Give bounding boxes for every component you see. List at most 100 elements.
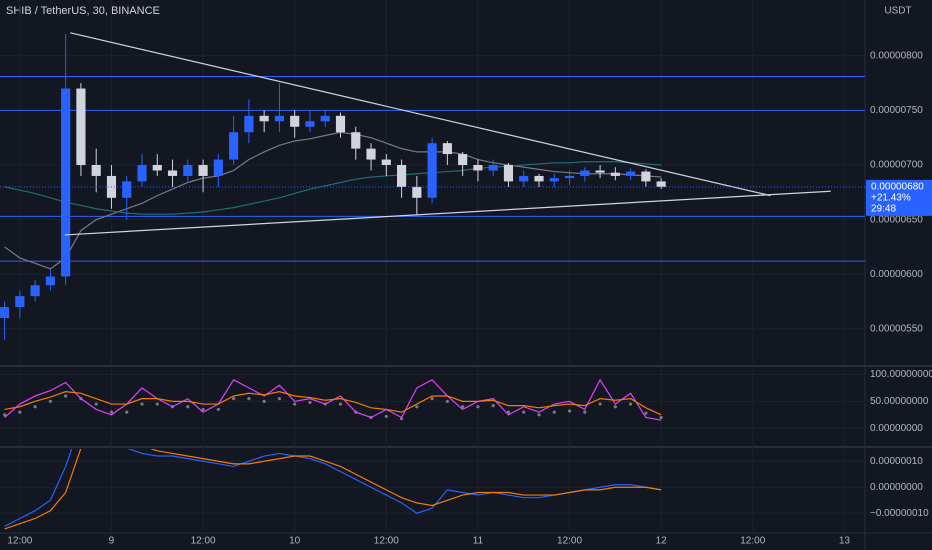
candle-body	[351, 132, 361, 149]
indicator-line	[4, 131, 662, 270]
trend-line	[64, 190, 831, 236]
indicator-dot	[109, 410, 114, 414]
pane	[0, 32, 865, 340]
candle-body	[15, 296, 25, 308]
x-tick-label: 12:00	[740, 536, 765, 547]
candle-body	[167, 170, 178, 176]
indicator-dot	[48, 399, 52, 403]
candle-body	[412, 186, 422, 198]
chart-title: SHIB / TetherUS, 30, BINANCE	[6, 5, 160, 17]
y-tick-label: 0.00000800	[870, 50, 923, 61]
indicator-dot	[583, 410, 587, 414]
candle-body	[0, 307, 10, 319]
candle-body	[396, 165, 407, 187]
indicator-dot	[247, 397, 251, 401]
indicator-dot	[629, 402, 633, 406]
candle-body	[458, 154, 468, 166]
y-tick-label: 50.00000000	[870, 396, 929, 407]
indicator-dot	[94, 402, 98, 406]
candle-body	[137, 165, 147, 182]
indicator-dot	[476, 405, 480, 409]
candle-body	[320, 115, 330, 122]
x-tick-label: 12:00	[557, 536, 582, 547]
indicator-line	[4, 161, 662, 215]
x-tick-label: 12	[656, 536, 668, 547]
indicator-dot	[537, 413, 541, 417]
candle-body	[427, 143, 437, 198]
indicator-dot	[2, 413, 7, 417]
indicator-dot	[201, 407, 205, 412]
indicator-line	[4, 391, 662, 416]
candle-body	[30, 285, 40, 297]
candle-body	[290, 115, 300, 127]
candle-body	[534, 175, 544, 182]
candle-body	[76, 88, 86, 166]
candle-body	[595, 170, 605, 173]
y-tick-label: 0.00000000	[870, 482, 923, 493]
indicator-dot	[338, 402, 343, 406]
x-tick-label: 12:00	[374, 536, 399, 547]
candle-body	[519, 175, 529, 182]
currency-label: USDT	[884, 6, 911, 17]
x-tick-label: 11	[473, 536, 484, 547]
candle-body	[473, 165, 483, 171]
pane	[2, 378, 663, 421]
candle-body	[381, 159, 391, 166]
indicator-dot	[308, 400, 312, 405]
indicator-dot	[430, 397, 434, 401]
indicator-dot	[522, 410, 526, 414]
y-tick-label: 0.00000700	[870, 160, 923, 171]
candle-body	[229, 132, 239, 160]
x-tick-label: 12:00	[191, 536, 216, 547]
candle-body	[626, 171, 636, 176]
candle-body	[549, 178, 559, 182]
y-tick-label: −0.00000010	[870, 508, 929, 519]
x-tick-label: 9	[109, 536, 115, 547]
indicator-dot	[33, 405, 37, 409]
y-tick-label: 0.00000010	[870, 456, 923, 467]
candle-body	[122, 181, 132, 198]
indicator-dot	[506, 410, 511, 414]
indicator-dot	[277, 397, 282, 401]
candle-body	[610, 172, 620, 176]
candle-body	[259, 115, 269, 122]
y-tick-label: 0.00000750	[870, 105, 923, 116]
indicator-line	[4, 449, 662, 530]
candle-body	[580, 170, 590, 176]
indicator-dot	[552, 410, 556, 414]
indicator-dot	[216, 407, 220, 412]
candle-body	[91, 165, 101, 176]
indicator-dot	[125, 410, 129, 414]
indicator-dot	[567, 409, 572, 413]
indicator-dot	[644, 411, 648, 415]
indicator-dot	[262, 399, 266, 403]
candle-body	[564, 175, 575, 179]
candle-body	[305, 121, 315, 127]
indicator-dot	[491, 404, 495, 408]
candle-body	[198, 165, 208, 176]
indicator-dot	[18, 410, 22, 414]
y-tick-label: 0.00000600	[870, 269, 923, 280]
indicator-dot	[64, 394, 68, 398]
candle-body	[335, 115, 346, 133]
indicator-dot	[415, 405, 419, 409]
candle-body	[61, 88, 71, 277]
indicator-dot	[598, 402, 602, 406]
candle-body	[488, 165, 498, 171]
change-label: +21.43%	[871, 193, 911, 204]
indicator-dot	[399, 416, 404, 421]
last-price-label: 0.00000680	[871, 182, 924, 193]
candle-body	[442, 143, 452, 155]
indicator-dot	[293, 402, 297, 406]
candle-body	[152, 165, 162, 171]
trend-line	[70, 32, 771, 197]
candle-body	[45, 276, 55, 286]
candle-body	[213, 159, 223, 176]
candle-body	[366, 148, 376, 160]
candle-body	[656, 181, 666, 187]
y-tick-label: 0.00000650	[870, 214, 923, 225]
indicator-dot	[659, 415, 663, 420]
candle-body	[183, 165, 193, 176]
